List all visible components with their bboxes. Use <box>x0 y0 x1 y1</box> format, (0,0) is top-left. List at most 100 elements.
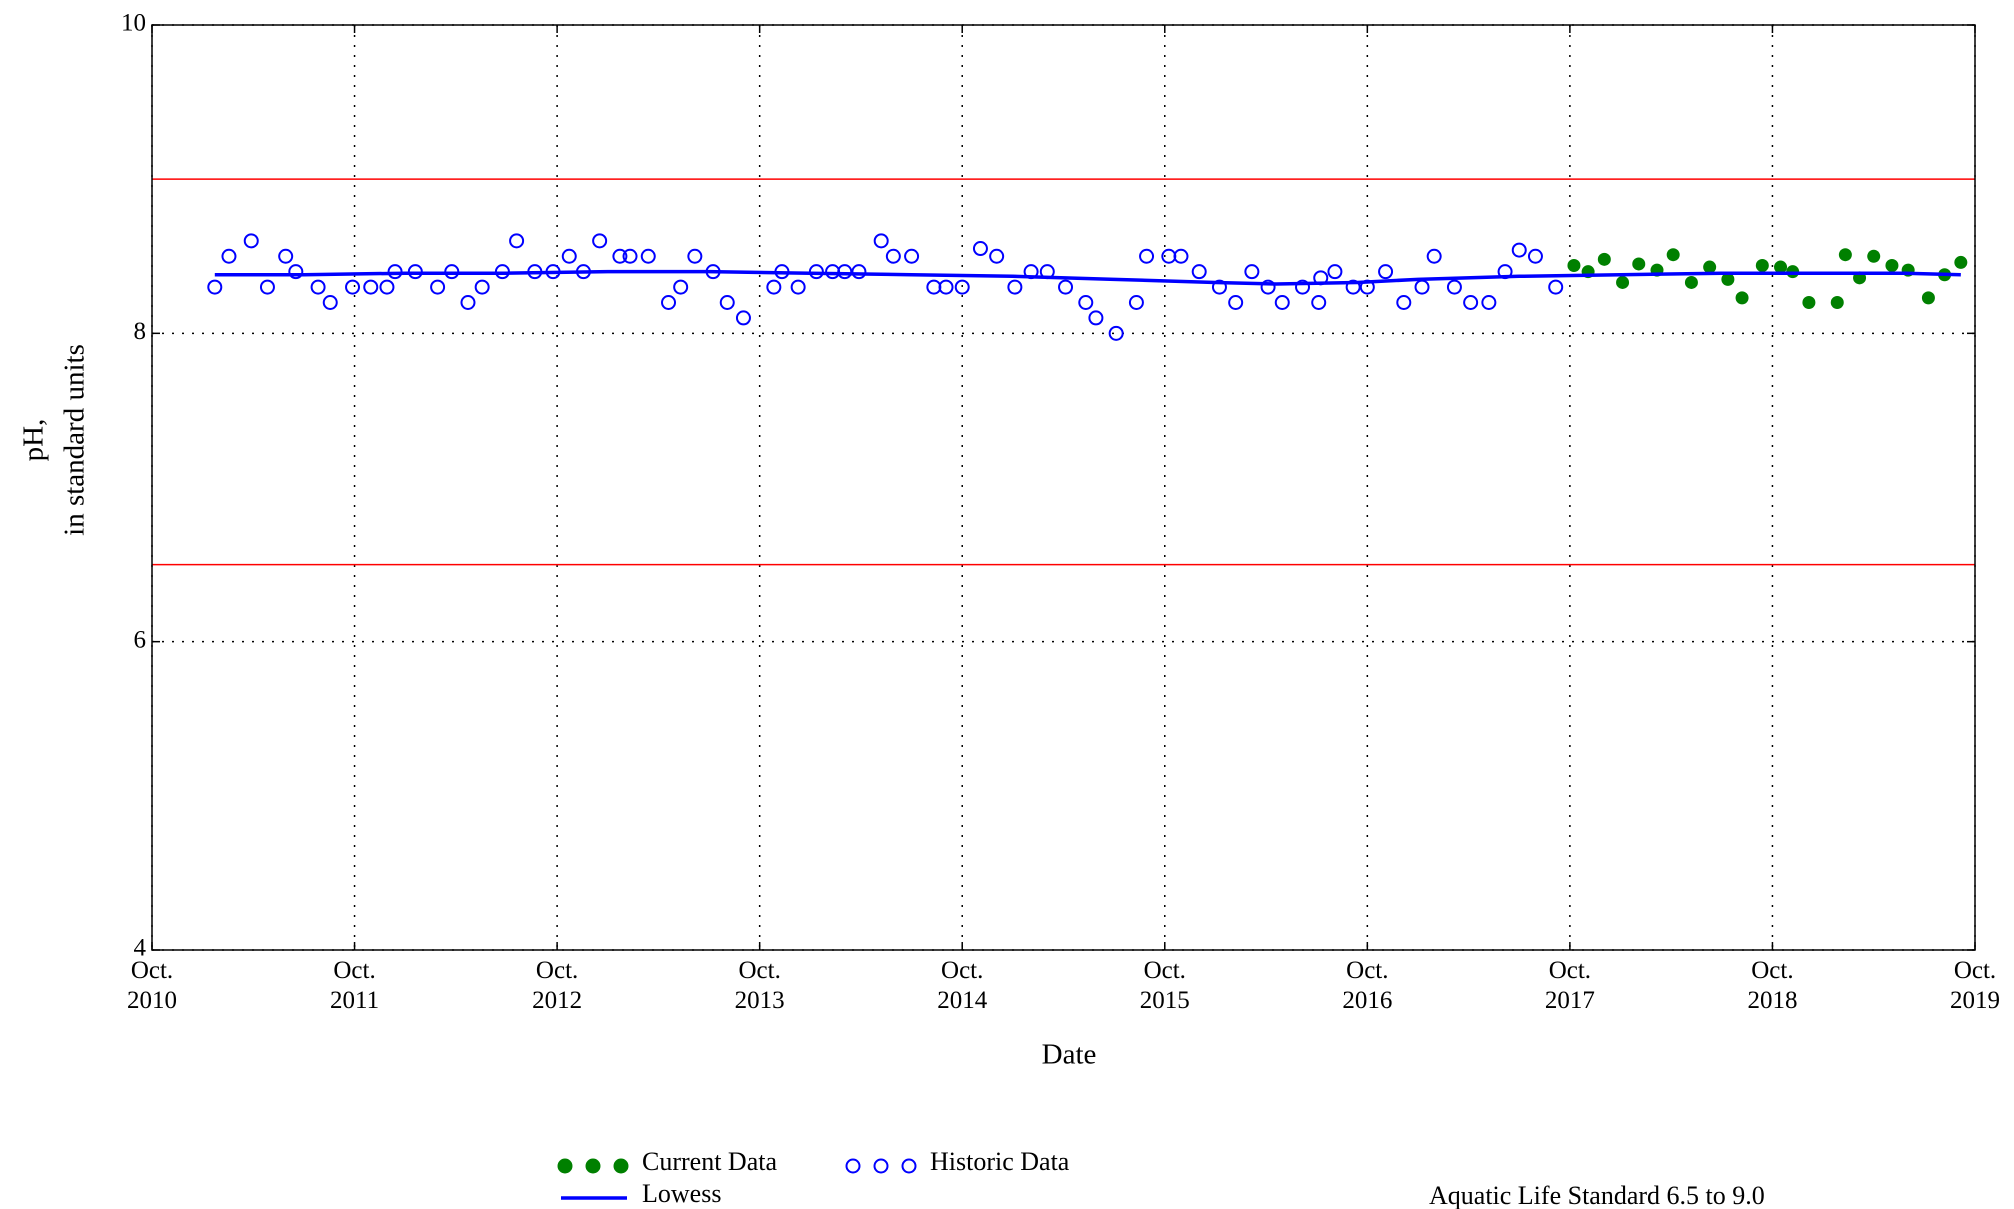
x-tick-label: Oct. 2014 <box>937 957 988 1014</box>
y-tick-label: 10 <box>121 10 146 37</box>
x-tick-label: Oct. 2019 <box>1950 957 2000 1014</box>
historic-point <box>1327 264 1343 280</box>
historic-point <box>1414 279 1430 295</box>
historic-point <box>1426 248 1442 264</box>
historic-point <box>379 279 395 295</box>
legend-marker <box>613 1158 629 1174</box>
historic-point <box>790 279 806 295</box>
historic-point <box>474 279 490 295</box>
historic-point <box>345 279 361 295</box>
x-tick-label: Oct. 2010 <box>127 957 177 1014</box>
historic-point <box>851 264 867 280</box>
historic-point <box>661 295 677 310</box>
historic-point <box>1128 295 1144 310</box>
x-axis-label: Date <box>1042 1039 1097 1071</box>
current-point <box>1838 248 1852 262</box>
current-point <box>1632 257 1646 271</box>
historic-point <box>430 279 446 295</box>
current-point <box>1567 259 1581 272</box>
historic-point <box>1463 295 1479 310</box>
legend-marker <box>901 1158 917 1174</box>
current-point <box>1885 259 1899 272</box>
y-tick-label: 8 <box>134 318 147 345</box>
annotation: Aquatic Life Standard 6.5 to 9.0 <box>1429 1181 1765 1209</box>
historic-point <box>322 295 338 310</box>
historic-point <box>1378 264 1394 280</box>
current-point <box>1721 272 1735 286</box>
current-point <box>1666 248 1680 262</box>
current-point <box>1703 260 1717 274</box>
historic-point <box>1058 279 1074 295</box>
historic-point <box>873 233 889 249</box>
lowess-line <box>214 269 1961 286</box>
historic-point <box>1173 248 1189 264</box>
historic-point <box>1007 279 1023 295</box>
historic-point <box>288 264 304 280</box>
historic-point <box>1228 295 1244 310</box>
historic-point <box>972 241 988 257</box>
historic-point <box>1139 248 1155 264</box>
historic-point <box>1511 242 1527 258</box>
historic-point <box>1446 279 1462 295</box>
x-tick-label: Oct. 2018 <box>1747 957 1798 1014</box>
legend-label: Current Data <box>642 1147 777 1176</box>
historic-point <box>766 279 782 295</box>
y-tick-label: 6 <box>134 626 147 653</box>
historic-point <box>687 248 703 264</box>
legend-marker <box>585 1158 601 1174</box>
historic-point <box>1260 279 1276 295</box>
current-point <box>1755 259 1769 272</box>
historic-point <box>592 233 608 249</box>
historic-point <box>1396 295 1412 310</box>
historic-point <box>1481 295 1497 310</box>
current-point <box>1684 275 1698 289</box>
current-point <box>1802 296 1816 309</box>
historic-point <box>1295 279 1311 295</box>
historic-point <box>561 248 577 264</box>
historic-point <box>612 248 628 264</box>
historic-point <box>1088 310 1104 326</box>
y-axis-label: in standard units <box>59 344 91 536</box>
historic-point <box>1244 264 1260 280</box>
historic-point <box>363 279 379 295</box>
x-tick-label: Oct. 2016 <box>1342 957 1393 1014</box>
historic-point <box>938 279 954 295</box>
historic-point <box>460 295 476 310</box>
historic-point <box>207 279 223 295</box>
historic-point <box>885 248 901 264</box>
historic-point <box>1078 295 1094 310</box>
current-point <box>1921 291 1935 305</box>
current-point <box>1616 275 1630 289</box>
legend-marker <box>845 1158 861 1174</box>
y-tick-label: 4 <box>134 935 147 962</box>
historic-point <box>735 310 751 326</box>
historic-point <box>509 233 525 249</box>
historic-point <box>719 295 735 310</box>
historic-point <box>1211 279 1227 295</box>
historic-point <box>825 264 841 280</box>
legend-label: Historic Data <box>930 1147 1070 1176</box>
x-tick-label: Oct. 2012 <box>532 957 583 1014</box>
historic-point <box>926 279 942 295</box>
legend-marker <box>873 1158 889 1174</box>
x-tick-label: Oct. 2015 <box>1139 957 1190 1014</box>
current-point <box>1954 255 1968 269</box>
historic-point <box>1191 264 1207 280</box>
historic-point <box>673 279 689 295</box>
historic-point <box>1311 295 1327 310</box>
historic-point <box>1345 279 1361 295</box>
legend-marker <box>557 1158 573 1174</box>
historic-point <box>989 248 1005 264</box>
historic-point <box>243 233 259 249</box>
historic-point <box>310 279 326 295</box>
historic-point <box>1548 279 1564 295</box>
historic-point <box>640 248 656 264</box>
x-tick-label: Oct. 2011 <box>330 957 380 1014</box>
legend-label: Lowess <box>642 1179 721 1208</box>
plot-frame <box>151 24 1976 951</box>
historic-point <box>954 279 970 295</box>
current-point <box>1830 296 1844 309</box>
historic-point <box>221 248 237 264</box>
historic-point <box>1108 325 1124 341</box>
